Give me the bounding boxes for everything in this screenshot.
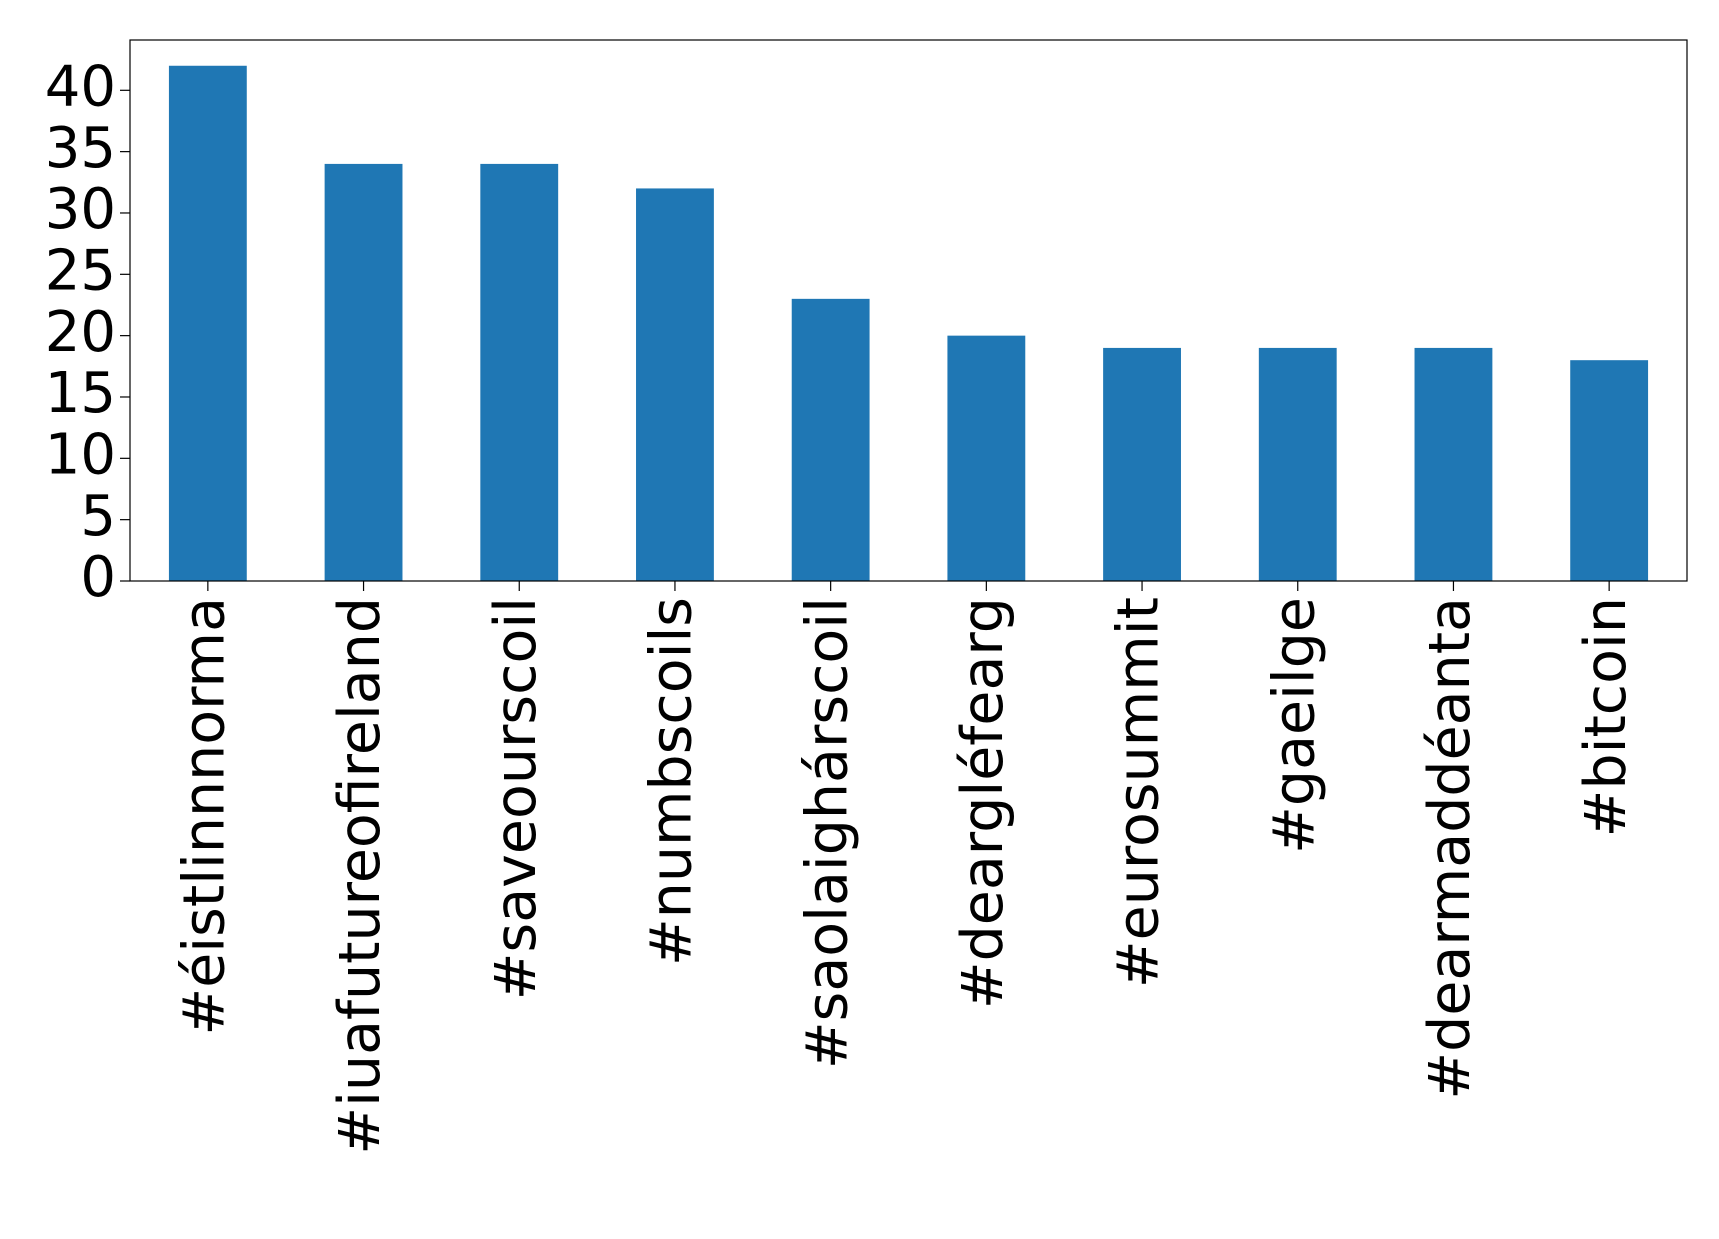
bar — [480, 163, 559, 581]
y-tick-label: 30 — [45, 177, 116, 242]
bar — [324, 163, 403, 581]
x-tick-label: #saolaighárscoil — [794, 597, 860, 1069]
bar — [1258, 347, 1337, 581]
x-tick-label: #gaeilge — [1261, 597, 1327, 854]
y-tick-label: 40 — [45, 54, 116, 119]
bar — [168, 65, 247, 581]
plot-frame — [129, 39, 1688, 582]
bar — [636, 188, 714, 582]
x-tick-label: #éistlinnnorma — [171, 597, 237, 1036]
x-tick-label: #dearmaddéanta — [1417, 597, 1483, 1100]
x-tick-label: #numbscoils — [639, 597, 705, 966]
x-tick-label: #eurosummit — [1106, 597, 1172, 988]
x-tick-label: #saveourscoil — [483, 597, 549, 1000]
bar — [947, 335, 1026, 581]
x-tick-label: #bitcoin — [1573, 597, 1639, 837]
x-tick-label: #deargléfearg — [950, 597, 1016, 1009]
y-tick-label: 0 — [80, 545, 116, 610]
bar — [1103, 347, 1181, 581]
bar — [791, 298, 870, 581]
y-tick-label: 10 — [45, 422, 116, 487]
y-tick-label: 15 — [45, 361, 116, 426]
bar — [1414, 347, 1493, 581]
y-tick-label: 35 — [45, 116, 116, 181]
y-tick-label: 20 — [45, 300, 116, 365]
bar — [1570, 360, 1649, 581]
y-tick-label: 5 — [80, 484, 116, 549]
y-tick-label: 25 — [45, 238, 116, 303]
x-tick-label: #iuafutureofireland — [327, 597, 393, 1155]
